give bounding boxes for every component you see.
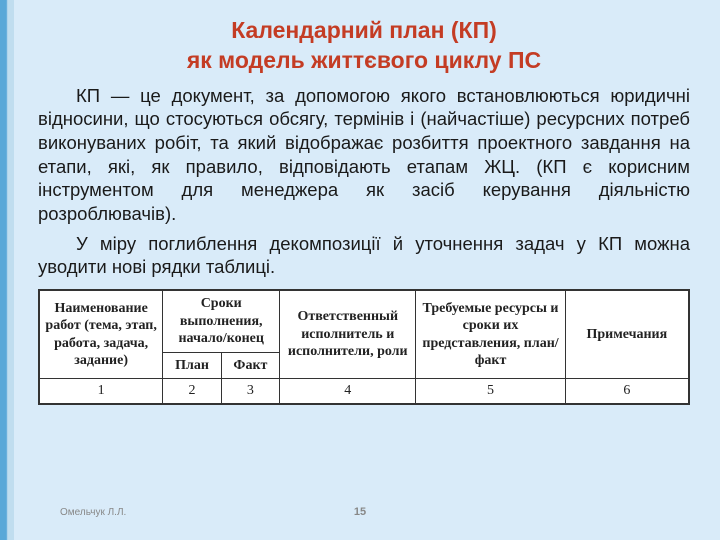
th-plan: План <box>163 352 221 379</box>
paragraph-1-text: КП — це документ, за допомогою якого вст… <box>38 85 690 224</box>
paragraph-2-text: У міру поглиблення декомпозиції й уточне… <box>38 233 690 278</box>
colnum-6: 6 <box>565 379 688 404</box>
footer-author: Омельчук Л.Л. <box>60 507 126 518</box>
colnum-3: 3 <box>221 379 279 404</box>
th-resources: Требуемые ресурсы и сроки их представлен… <box>416 291 565 379</box>
page-title: Календарний план (КП) як модель життєвог… <box>38 16 690 76</box>
colnum-4: 4 <box>280 379 416 404</box>
colnum-5: 5 <box>416 379 565 404</box>
title-line-2: як модель життєвого циклу ПС <box>187 47 541 73</box>
th-works: Наименование работ (тема, этап, работа, … <box>40 291 163 379</box>
paragraph-2: У міру поглиблення декомпозиції й уточне… <box>38 232 690 279</box>
title-line-1: Календарний план (КП) <box>231 17 497 43</box>
table-number-row: 1 2 3 4 5 6 <box>40 379 689 404</box>
colnum-2: 2 <box>163 379 221 404</box>
th-responsible: Ответственный исполнитель и исполнители,… <box>280 291 416 379</box>
footer-page-number: 15 <box>354 506 366 518</box>
plan-table-wrapper: Наименование работ (тема, этап, работа, … <box>38 289 690 405</box>
plan-table: Наименование работ (тема, этап, работа, … <box>39 290 689 404</box>
paragraph-1: КП — це документ, за допомогою якого вст… <box>38 84 690 226</box>
th-dates: Сроки выполнения, начало/конец <box>163 291 280 353</box>
th-notes: Примечания <box>565 291 688 379</box>
colnum-1: 1 <box>40 379 163 404</box>
th-fact: Факт <box>221 352 279 379</box>
content-area: Календарний план (КП) як модель життєвог… <box>38 16 690 405</box>
side-stripe <box>0 0 14 540</box>
table-header-row: Наименование работ (тема, этап, работа, … <box>40 291 689 353</box>
